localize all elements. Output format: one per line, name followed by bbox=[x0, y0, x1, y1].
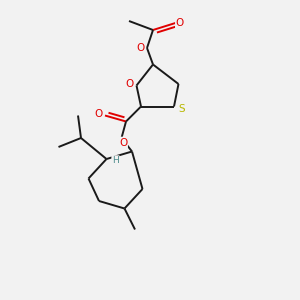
Text: O: O bbox=[94, 109, 103, 119]
Text: S: S bbox=[178, 104, 184, 114]
Text: O: O bbox=[136, 43, 145, 53]
Text: O: O bbox=[176, 17, 184, 28]
Text: H: H bbox=[112, 156, 119, 165]
Text: O: O bbox=[126, 79, 134, 89]
Text: O: O bbox=[119, 137, 127, 148]
